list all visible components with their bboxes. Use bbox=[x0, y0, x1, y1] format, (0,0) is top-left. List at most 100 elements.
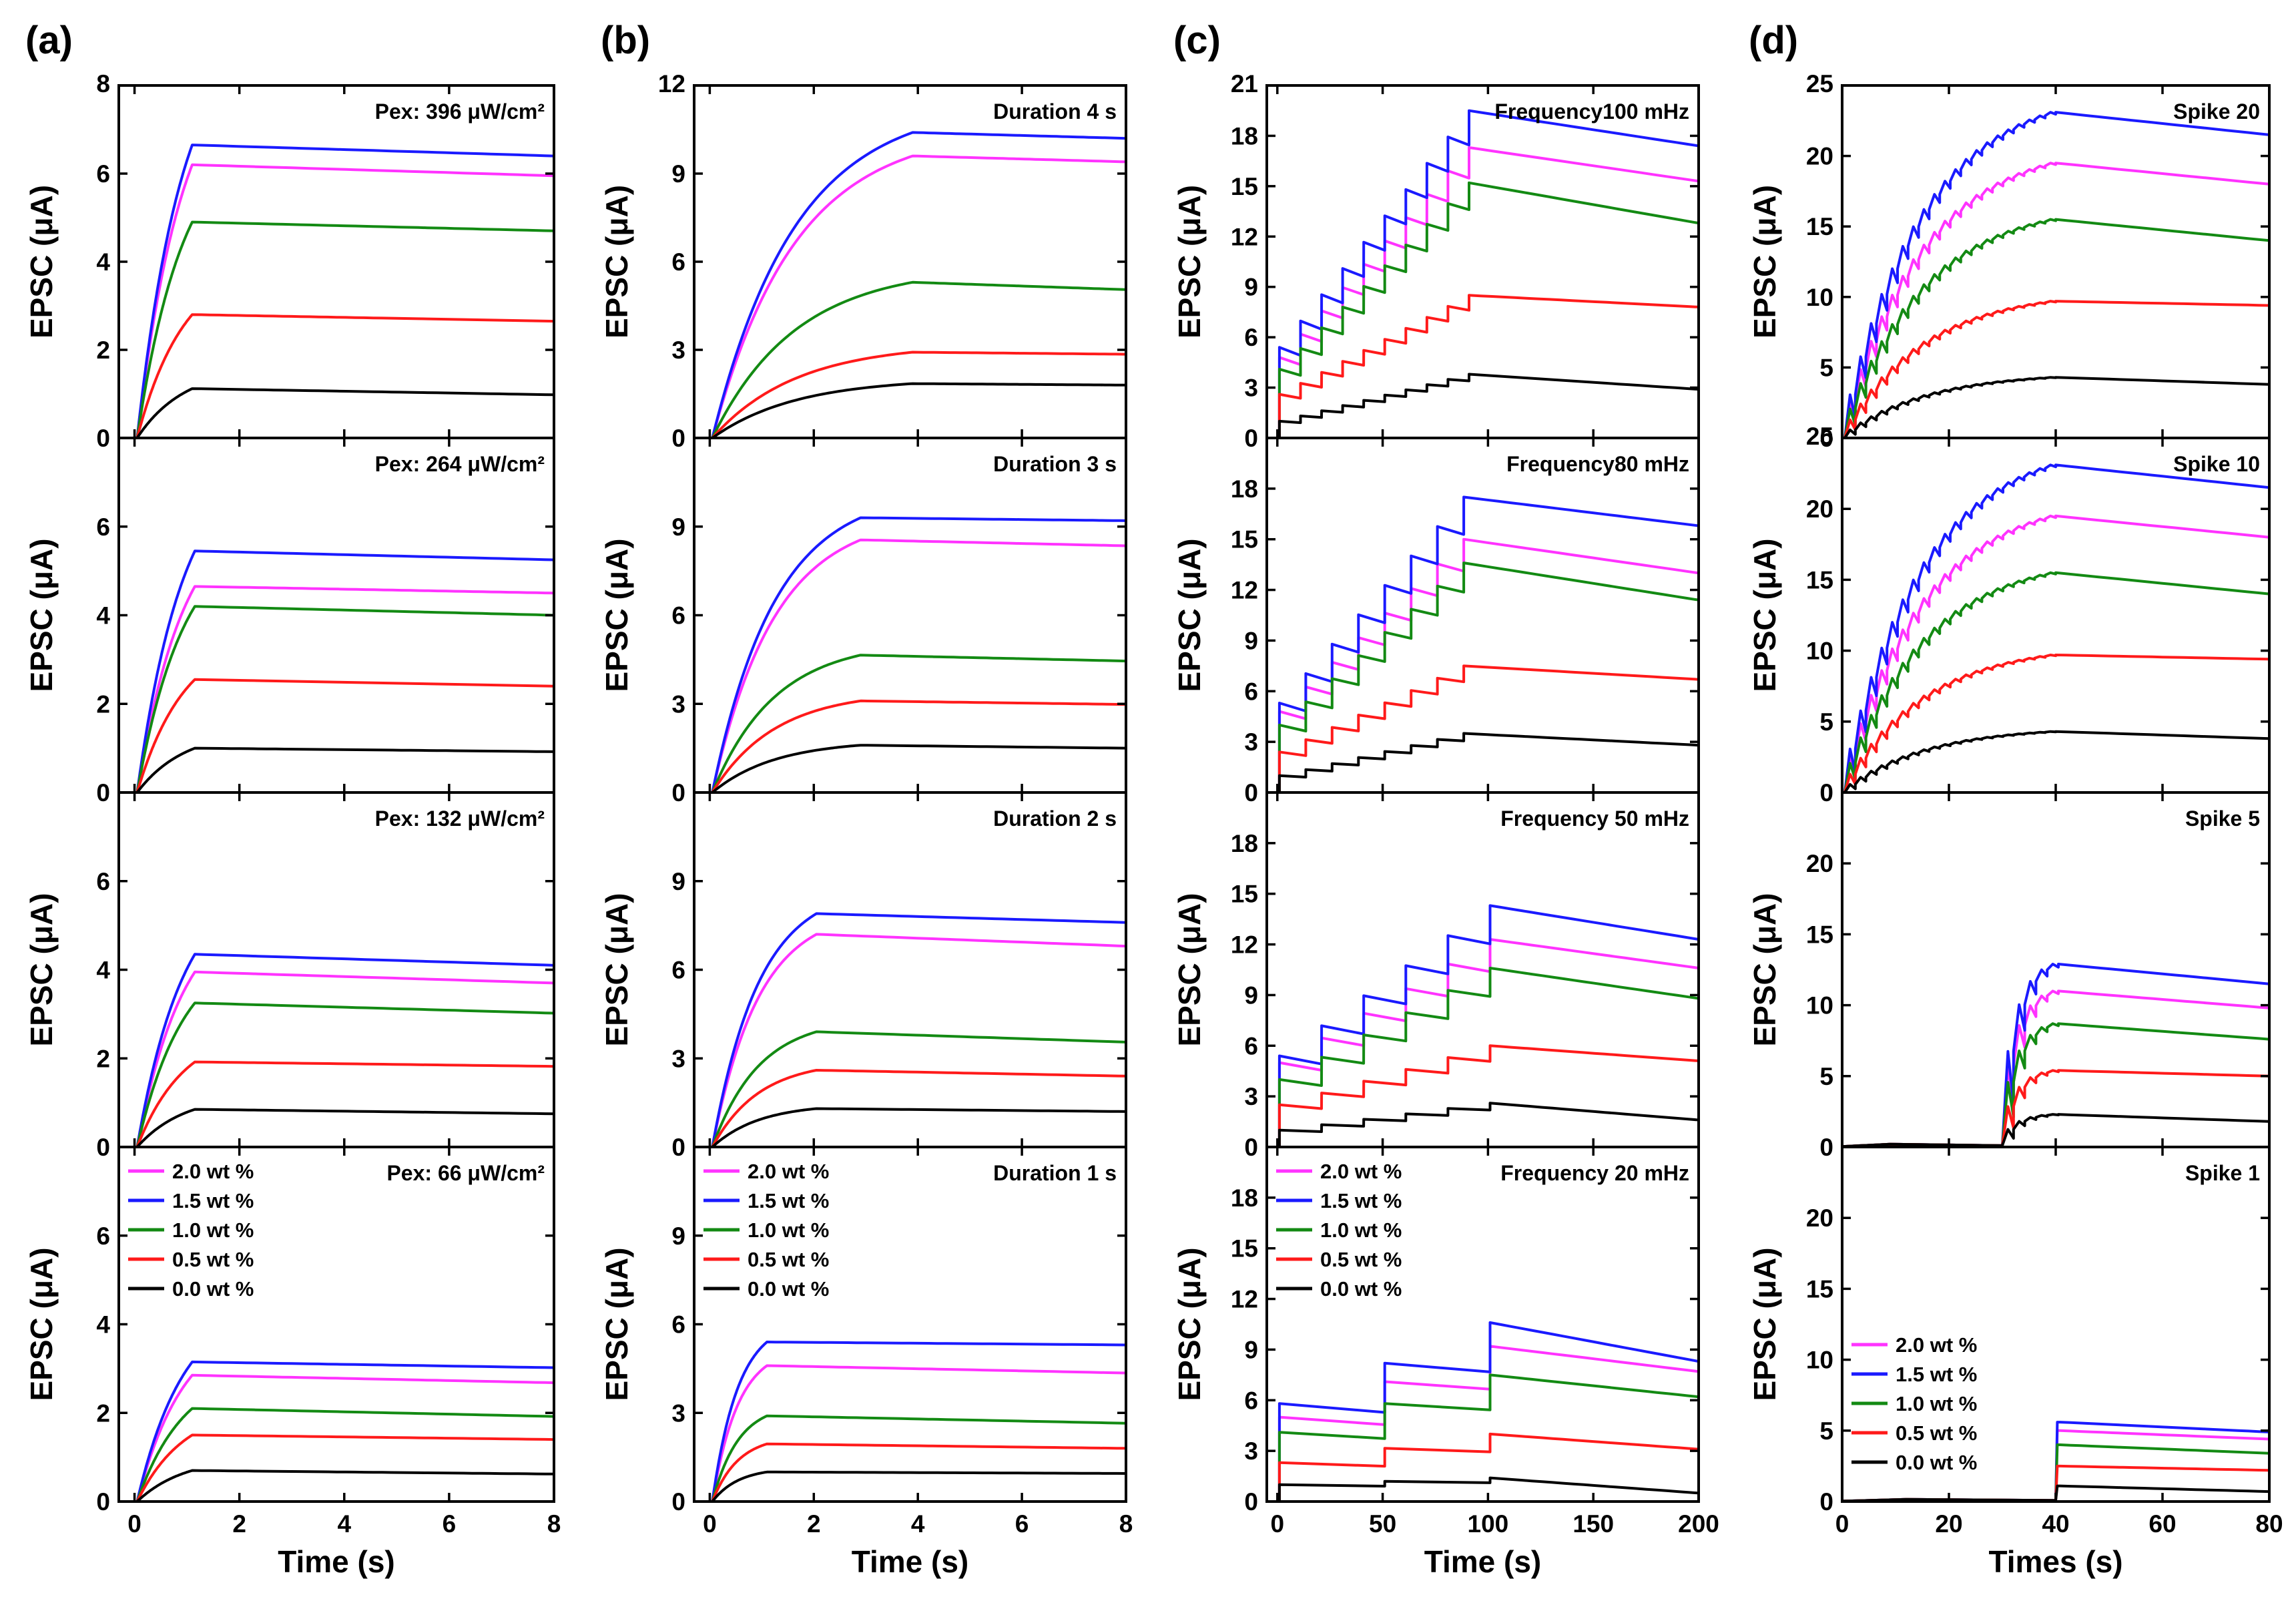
y-tick-label: 25 bbox=[1806, 70, 1833, 97]
y-tick-label: 6 bbox=[671, 602, 685, 630]
series-group bbox=[1842, 463, 2269, 792]
y-tick-label: 6 bbox=[671, 248, 685, 276]
y-tick-label: 0 bbox=[1819, 779, 1833, 807]
y-tick-label: 15 bbox=[1231, 173, 1258, 200]
y-tick-label: 21 bbox=[1231, 70, 1258, 97]
series-line-1-0wt bbox=[119, 1407, 554, 1502]
series-line-1-5wt bbox=[1842, 111, 2269, 438]
legend-label: 2.0 wt % bbox=[1896, 1333, 1977, 1357]
y-tick-label: 0 bbox=[96, 425, 110, 452]
plot-frame bbox=[1841, 791, 2271, 1148]
x-axis-title: Times (s) bbox=[1988, 1544, 2122, 1579]
series-line-0-0wt bbox=[1842, 1113, 2269, 1147]
series-line-0-0wt bbox=[119, 746, 554, 792]
legend-label: 1.0 wt % bbox=[748, 1218, 829, 1242]
plot-frame bbox=[117, 791, 555, 1148]
series-line-0-0wt bbox=[119, 387, 554, 438]
series-line-1-0wt bbox=[1842, 1443, 2269, 1502]
y-tick-label: 6 bbox=[96, 1222, 110, 1250]
y-tick-label: 0 bbox=[1244, 1488, 1258, 1516]
legend-label: 2.0 wt % bbox=[1320, 1160, 1402, 1183]
legend-label: 1.5 wt % bbox=[172, 1189, 254, 1212]
x-axis-title: Time (s) bbox=[278, 1544, 395, 1579]
series-line-0-5wt bbox=[1842, 1069, 2269, 1147]
series-line-1-0wt bbox=[1277, 561, 1699, 792]
y-axis-title: EPSC (μA) bbox=[1747, 538, 1782, 692]
series-group bbox=[694, 131, 1126, 438]
y-tick-label: 9 bbox=[671, 513, 685, 541]
panel-annotation: Duration 3 s bbox=[993, 452, 1117, 476]
y-tick-label: 5 bbox=[1819, 1063, 1833, 1090]
y-tick-label: 20 bbox=[1806, 495, 1833, 523]
y-tick-label: 4 bbox=[96, 602, 110, 630]
y-tick-label: 9 bbox=[1244, 981, 1258, 1009]
series-line-0-5wt bbox=[1277, 1044, 1699, 1147]
y-tick-label: 3 bbox=[1244, 375, 1258, 402]
plot-frame bbox=[117, 437, 555, 794]
series-line-1-5wt bbox=[694, 912, 1126, 1147]
legend-label: 0.0 wt % bbox=[1320, 1277, 1402, 1301]
x-tick-label: 2 bbox=[232, 1510, 246, 1538]
y-tick-label: 15 bbox=[1806, 1275, 1833, 1303]
legend-label: 0.0 wt % bbox=[172, 1277, 254, 1301]
y-tick-label: 9 bbox=[671, 1222, 685, 1250]
y-axis-title: EPSC (μA) bbox=[599, 893, 634, 1046]
legend-label: 0.5 wt % bbox=[172, 1248, 254, 1271]
series-line-0-5wt bbox=[1842, 300, 2269, 438]
y-tick-label: 4 bbox=[96, 1311, 110, 1339]
legend-label: 2.0 wt % bbox=[172, 1160, 254, 1183]
x-tick-label: 6 bbox=[1015, 1510, 1029, 1538]
y-tick-label: 2 bbox=[96, 690, 110, 718]
series-line-0-0wt bbox=[694, 1107, 1126, 1147]
series-group bbox=[1277, 109, 1699, 438]
series-line-0-0wt bbox=[694, 744, 1126, 792]
series-line-1-0wt bbox=[694, 280, 1126, 438]
panel-annotation: Duration 4 s bbox=[993, 99, 1117, 124]
series-line-2-0wt bbox=[1277, 537, 1699, 792]
y-tick-label: 6 bbox=[1244, 1032, 1258, 1060]
series-line-1-0wt bbox=[1277, 967, 1699, 1147]
series-line-0-0wt bbox=[1842, 730, 2269, 792]
series-line-0-5wt bbox=[694, 699, 1126, 792]
series-line-2-0wt bbox=[694, 538, 1126, 792]
x-tick-label: 0 bbox=[1270, 1510, 1284, 1538]
series-line-2-0wt bbox=[694, 1364, 1126, 1502]
x-tick-label: 50 bbox=[1369, 1510, 1396, 1538]
panel-annotation: Frequency100 mHz bbox=[1494, 99, 1689, 124]
series-line-1-0wt bbox=[1277, 1373, 1699, 1502]
y-tick-label: 6 bbox=[671, 1311, 685, 1339]
y-tick-label: 10 bbox=[1806, 992, 1833, 1019]
chart-panel-4-2: 0 5 10 15 20 25 EPSC (μA) Spike 10 bbox=[1747, 423, 2271, 807]
legend-label: 0.0 wt % bbox=[748, 1277, 829, 1301]
y-axis-title: EPSC (μA) bbox=[1172, 893, 1207, 1046]
y-tick-label: 12 bbox=[1231, 577, 1258, 604]
series-group bbox=[119, 144, 554, 438]
y-tick-label: 0 bbox=[96, 1488, 110, 1516]
x-tick-label: 8 bbox=[1119, 1510, 1133, 1538]
y-tick-label: 6 bbox=[671, 957, 685, 984]
series-line-0-5wt bbox=[1277, 1432, 1699, 1502]
y-tick-label: 20 bbox=[1806, 143, 1833, 170]
x-tick-label: 150 bbox=[1572, 1510, 1614, 1538]
x-tick-label: 0 bbox=[1835, 1510, 1849, 1538]
y-tick-label: 8 bbox=[96, 70, 110, 97]
chart-panel-1-3: 0 2 4 6 EPSC (μA) Pex: 132 μW/cm² bbox=[24, 791, 555, 1161]
x-tick-label: 0 bbox=[703, 1510, 717, 1538]
chart-panel-1-1: 0 2 4 6 8 EPSC (μA) Pex: 396 μW/cm² (a) bbox=[24, 19, 555, 452]
series-line-0-5wt bbox=[119, 1060, 554, 1147]
y-tick-label: 25 bbox=[1806, 423, 1833, 450]
y-tick-label: 15 bbox=[1806, 566, 1833, 594]
series-line-2-0wt bbox=[1842, 162, 2269, 438]
legend-label: 0.0 wt % bbox=[1896, 1451, 1977, 1474]
panel-annotation: Spike 5 bbox=[2185, 807, 2260, 831]
y-tick-label: 20 bbox=[1806, 1204, 1833, 1232]
series-line-1-5wt bbox=[119, 1360, 554, 1502]
panel-label: (d) bbox=[1749, 19, 1798, 62]
x-tick-label: 0 bbox=[127, 1510, 141, 1538]
series-line-1-5wt bbox=[1842, 463, 2269, 792]
chart-panel-4-3: 0 5 10 15 20 EPSC (μA) Spike 5 bbox=[1747, 791, 2271, 1161]
series-line-0-5wt bbox=[694, 1442, 1126, 1502]
panel-annotation: Pex: 132 μW/cm² bbox=[375, 807, 545, 831]
y-axis-title: EPSC (μA) bbox=[24, 185, 59, 338]
y-tick-label: 6 bbox=[1244, 678, 1258, 705]
